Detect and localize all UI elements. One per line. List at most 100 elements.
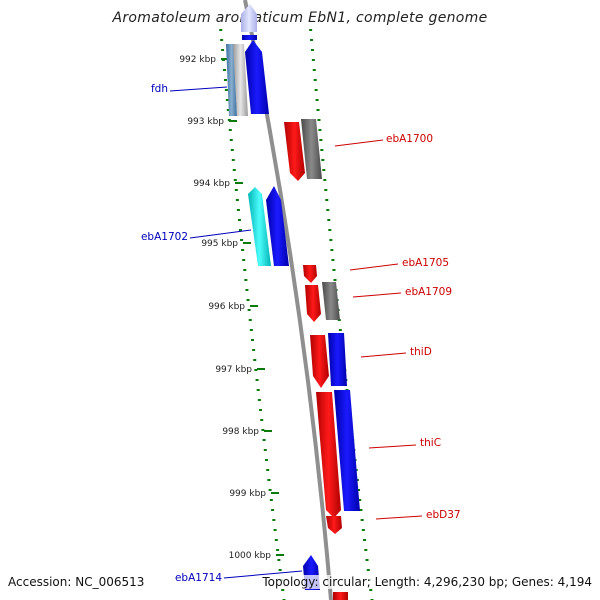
boundary-dot bbox=[281, 589, 285, 591]
gene-label-ebA1705[interactable]: ebA1705 bbox=[402, 257, 449, 269]
boundary-dot bbox=[241, 249, 245, 251]
boundary-dot bbox=[318, 129, 322, 131]
tick-label: 996 kbp bbox=[208, 302, 245, 312]
boundary-dot bbox=[255, 379, 259, 381]
boundary-dot bbox=[236, 209, 240, 211]
gene-label-ebA1709[interactable]: ebA1709 bbox=[405, 286, 452, 298]
gene-label-leader bbox=[368, 444, 417, 449]
boundary-dot bbox=[309, 29, 313, 31]
gene-feature-lavender[interactable] bbox=[241, 4, 257, 32]
accession-text: Accession: NC_006513 bbox=[8, 575, 145, 589]
boundary-dot bbox=[225, 99, 229, 101]
gene-feature-blue-thiD[interactable] bbox=[328, 333, 347, 386]
boundary-dot bbox=[330, 249, 334, 251]
gene-label-leader bbox=[349, 263, 399, 271]
gene-feature-thiD[interactable] bbox=[310, 335, 329, 388]
gene-feature-red-bottom[interactable] bbox=[333, 592, 348, 600]
boundary-dot bbox=[278, 569, 282, 571]
gene-feature-ebA1702[interactable] bbox=[248, 187, 271, 266]
boundary-dot bbox=[246, 299, 250, 301]
gene-feature-ebD37[interactable] bbox=[326, 516, 342, 534]
boundary-dot bbox=[261, 429, 265, 431]
gene-feature-ebA1705[interactable] bbox=[303, 265, 317, 283]
boundary-dot bbox=[310, 49, 314, 51]
boundary-dot bbox=[221, 49, 225, 51]
gene-feature-thiC[interactable] bbox=[316, 392, 341, 518]
boundary-dot bbox=[277, 559, 281, 561]
boundary-dot bbox=[358, 499, 362, 501]
boundary-dot bbox=[244, 279, 248, 281]
boundary-dot bbox=[252, 349, 256, 351]
boundary-dot bbox=[228, 129, 232, 131]
boundary-dot bbox=[323, 179, 327, 181]
tick-label: 993 kbp bbox=[187, 117, 224, 127]
boundary-dot bbox=[243, 269, 247, 271]
boundary-dot bbox=[237, 219, 241, 221]
gene-label-fdh[interactable]: fdh bbox=[151, 83, 168, 95]
boundary-dot bbox=[262, 439, 266, 441]
boundary-dot bbox=[364, 549, 368, 551]
boundary-dot bbox=[325, 199, 329, 201]
boundary-dot bbox=[220, 39, 224, 41]
tick-label: 992 kbp bbox=[179, 55, 216, 65]
boundary-dot bbox=[333, 279, 337, 281]
boundary-dot bbox=[268, 489, 272, 491]
boundary-dot bbox=[253, 359, 257, 361]
gene-feature-fdh[interactable] bbox=[245, 40, 269, 114]
boundary-dot bbox=[226, 109, 230, 111]
boundary-dot bbox=[366, 569, 370, 571]
boundary-dot bbox=[361, 529, 365, 531]
gene-feature-blue-thiC[interactable] bbox=[334, 390, 360, 511]
gene-feature-silver[interactable] bbox=[233, 44, 248, 116]
boundary-dot bbox=[314, 89, 318, 91]
boundary-dot bbox=[332, 269, 336, 271]
boundary-dot bbox=[269, 499, 273, 501]
boundary-dot bbox=[238, 229, 242, 231]
boundary-dot bbox=[234, 189, 238, 191]
gene-feature-ebA1709[interactable] bbox=[305, 285, 321, 322]
boundary-dot bbox=[254, 369, 258, 371]
tick-label: 998 kbp bbox=[222, 427, 259, 437]
gene-feature-blue-top[interactable] bbox=[242, 35, 257, 40]
tick-label: 1000 kbp bbox=[229, 551, 272, 561]
boundary-dot bbox=[266, 469, 270, 471]
boundary-dot bbox=[360, 519, 364, 521]
gene-feature-grey-mid[interactable] bbox=[322, 282, 340, 320]
boundary-dot bbox=[219, 29, 223, 31]
gene-feature-ebA1700[interactable] bbox=[284, 122, 305, 181]
boundary-dot bbox=[248, 319, 252, 321]
gene-feature-blue-mid[interactable] bbox=[266, 186, 289, 266]
boundary-dot bbox=[276, 549, 280, 551]
boundary-dot bbox=[369, 589, 373, 591]
gene-label-leader bbox=[375, 515, 423, 520]
boundary-dot bbox=[230, 149, 234, 151]
boundary-dot bbox=[263, 449, 267, 451]
boundary-dot bbox=[259, 409, 263, 411]
boundary-dot bbox=[260, 419, 264, 421]
gene-feature-grey-top[interactable] bbox=[301, 119, 322, 179]
boundary-dot bbox=[317, 119, 321, 121]
boundary-dot bbox=[329, 239, 333, 241]
boundary-dot bbox=[249, 329, 253, 331]
boundary-dot bbox=[328, 229, 332, 231]
boundary-dot bbox=[320, 149, 324, 151]
tick-label: 995 kbp bbox=[201, 239, 238, 249]
boundary-dot bbox=[274, 539, 278, 541]
gene-label-ebA1700[interactable]: ebA1700 bbox=[386, 133, 433, 145]
boundary-dot bbox=[322, 169, 326, 171]
gene-label-ebD37[interactable]: ebD37 bbox=[426, 509, 461, 521]
boundary-dot bbox=[245, 289, 249, 291]
gene-labels: fdh ebA1702 ebA1714 ebA1700 ebA1705 ebA1709 th… bbox=[141, 83, 461, 584]
boundary-dot bbox=[250, 339, 254, 341]
gene-label-leader bbox=[189, 229, 252, 239]
gene-label-ebA1702[interactable]: ebA1702 bbox=[141, 231, 188, 243]
boundary-dot bbox=[233, 179, 237, 181]
boundary-dot bbox=[240, 239, 244, 241]
gene-label-thiC[interactable]: thiC bbox=[420, 437, 441, 449]
boundary-dot bbox=[321, 159, 325, 161]
boundary-dot bbox=[222, 69, 226, 71]
gene-label-thiD[interactable]: thiD bbox=[410, 346, 432, 358]
boundary-dot bbox=[327, 219, 331, 221]
gene-label-ebA1714[interactable]: ebA1714 bbox=[175, 572, 222, 584]
